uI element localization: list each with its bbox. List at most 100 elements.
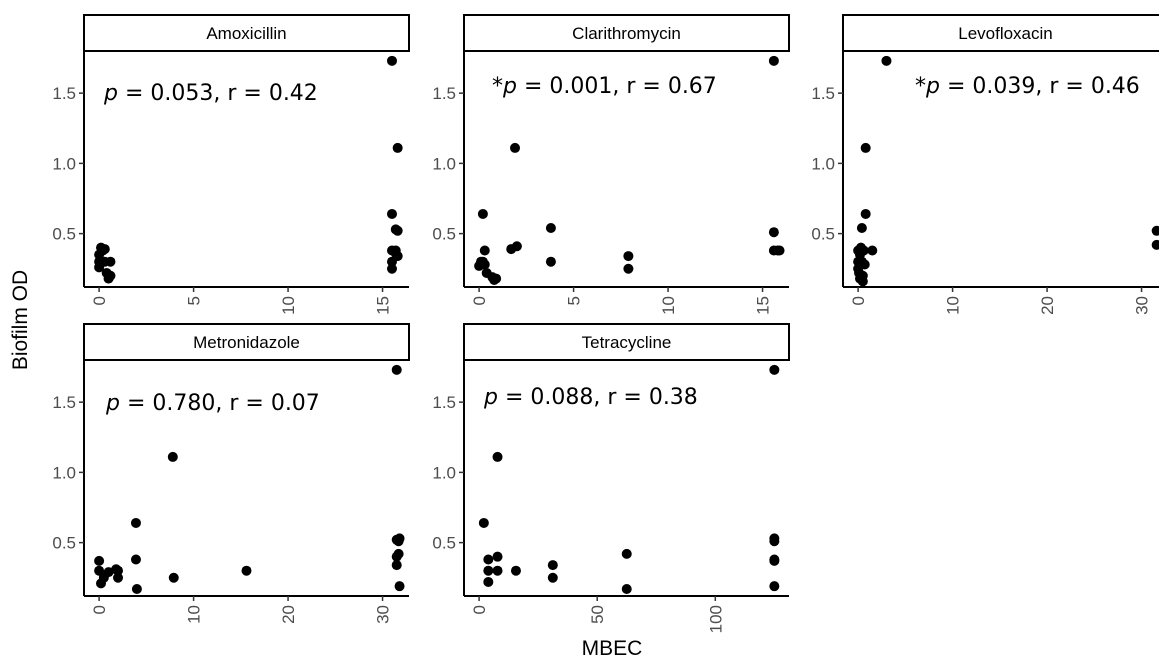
data-point bbox=[547, 560, 558, 571]
data-point bbox=[547, 572, 558, 583]
y-tick-label: 0.5 bbox=[432, 534, 456, 553]
data-point bbox=[131, 583, 142, 594]
facet-strip bbox=[83, 323, 410, 361]
data-point bbox=[386, 55, 397, 66]
data-point bbox=[113, 565, 124, 576]
data-point bbox=[769, 581, 780, 592]
data-point bbox=[511, 241, 522, 252]
y-tick-label: 1.0 bbox=[432, 463, 456, 482]
data-point bbox=[105, 270, 116, 281]
data-point bbox=[483, 576, 494, 587]
significance-marker: * bbox=[915, 74, 926, 99]
data-point bbox=[392, 142, 403, 153]
data-point bbox=[769, 555, 780, 566]
data-point bbox=[769, 536, 780, 547]
data-point bbox=[774, 245, 785, 256]
data-point bbox=[94, 565, 105, 576]
data-point bbox=[860, 208, 871, 219]
data-point bbox=[768, 55, 779, 66]
data-point bbox=[768, 227, 779, 238]
data-point bbox=[867, 245, 878, 256]
y-tick-label: 1.0 bbox=[52, 154, 76, 173]
x-tick-label: 20 bbox=[279, 605, 298, 624]
y-tick-label: 1.5 bbox=[52, 393, 76, 412]
p-symbol: p bbox=[925, 74, 940, 99]
data-point bbox=[483, 565, 494, 576]
data-point bbox=[241, 565, 252, 576]
y-tick-label: 1.5 bbox=[811, 84, 835, 103]
y-tick-label: 1.5 bbox=[432, 393, 456, 412]
x-tick-label: 50 bbox=[588, 605, 607, 624]
data-point bbox=[94, 555, 105, 566]
facet-title: Clarithromycin bbox=[572, 24, 681, 43]
data-point bbox=[545, 223, 556, 233]
data-point bbox=[859, 259, 870, 270]
data-point bbox=[621, 548, 632, 559]
facet-panel: Tetracycline 0.5 1.0 1.5 0 50 100 p = 0.088, r … bbox=[432, 323, 790, 633]
data-point bbox=[491, 273, 502, 284]
data-point bbox=[393, 548, 404, 559]
p-symbol: p bbox=[483, 385, 498, 410]
y-axis-title: Biofilm OD bbox=[9, 270, 32, 370]
facet-panel: Clarithromycin 0.5 1.0 1.5 0 5 10 15 *p = 0.001,… bbox=[432, 14, 790, 315]
facet-panel: Metronidazole 0.5 1.0 1.5 0 10 20 30 p = 0.780, … bbox=[52, 323, 410, 624]
data-point bbox=[857, 276, 868, 287]
y-tick-label: 1.0 bbox=[811, 154, 835, 173]
data-point bbox=[621, 583, 632, 594]
data-point bbox=[623, 251, 634, 262]
data-point bbox=[479, 259, 490, 270]
data-point bbox=[483, 554, 494, 565]
y-tick-label: 1.5 bbox=[432, 84, 456, 103]
facet-title: Levofloxacin bbox=[958, 24, 1053, 43]
x-tick-label: 0 bbox=[470, 605, 489, 614]
facet-strip bbox=[842, 14, 1159, 52]
data-point bbox=[1151, 225, 1159, 236]
x-tick-label: 30 bbox=[1133, 296, 1152, 315]
data-point bbox=[392, 225, 403, 236]
facet-strip bbox=[463, 14, 790, 52]
data-point bbox=[386, 263, 397, 274]
data-point bbox=[492, 565, 503, 576]
p-symbol: p bbox=[105, 391, 120, 416]
x-tick-label: 5 bbox=[185, 296, 204, 305]
y-tick-label: 0.5 bbox=[811, 225, 835, 244]
data-point bbox=[391, 560, 402, 571]
x-tick-label: 10 bbox=[279, 296, 298, 315]
stats-annotation: p = 0.780, r = 0.07 bbox=[105, 391, 320, 416]
stats-values: = 0.053, r = 0.42 bbox=[118, 81, 318, 106]
data-point bbox=[113, 572, 124, 583]
data-point bbox=[167, 451, 178, 462]
x-tick-label: 0 bbox=[470, 296, 489, 305]
stats-values: = 0.001, r = 0.67 bbox=[517, 74, 717, 99]
data-point bbox=[860, 142, 871, 153]
stats-annotation: p = 0.088, r = 0.38 bbox=[483, 385, 698, 410]
data-point bbox=[392, 251, 403, 262]
x-tick-label: 15 bbox=[754, 296, 773, 315]
stats-values: = 0.088, r = 0.38 bbox=[498, 385, 698, 410]
facet-panel: Amoxicillin 0.5 1.0 1.5 0 5 10 15 p = 0.053, r =… bbox=[52, 14, 410, 315]
data-point bbox=[545, 256, 556, 267]
data-point bbox=[858, 245, 869, 256]
y-tick-label: 1.5 bbox=[52, 84, 76, 103]
data-point bbox=[130, 554, 141, 565]
data-point bbox=[1151, 239, 1159, 250]
y-tick-label: 0.5 bbox=[432, 225, 456, 244]
facet-strip bbox=[83, 14, 410, 52]
data-point bbox=[510, 565, 521, 576]
data-point bbox=[477, 208, 488, 219]
facet-panel: Levofloxacin 0.5 1.0 1.5 0 10 20 30 *p = 0.039, … bbox=[811, 14, 1159, 315]
facet-title: Metronidazole bbox=[193, 333, 300, 352]
data-point bbox=[99, 244, 110, 255]
p-symbol: p bbox=[502, 74, 517, 99]
stats-values: = 0.780, r = 0.07 bbox=[120, 391, 320, 416]
data-point bbox=[478, 517, 489, 528]
data-point bbox=[130, 517, 141, 528]
x-tick-label: 10 bbox=[659, 296, 678, 315]
p-symbol: p bbox=[103, 81, 118, 106]
y-tick-label: 1.0 bbox=[52, 463, 76, 482]
x-tick-label: 0 bbox=[90, 296, 109, 305]
data-point bbox=[394, 533, 405, 544]
data-point bbox=[391, 364, 402, 375]
data-point bbox=[479, 245, 490, 256]
